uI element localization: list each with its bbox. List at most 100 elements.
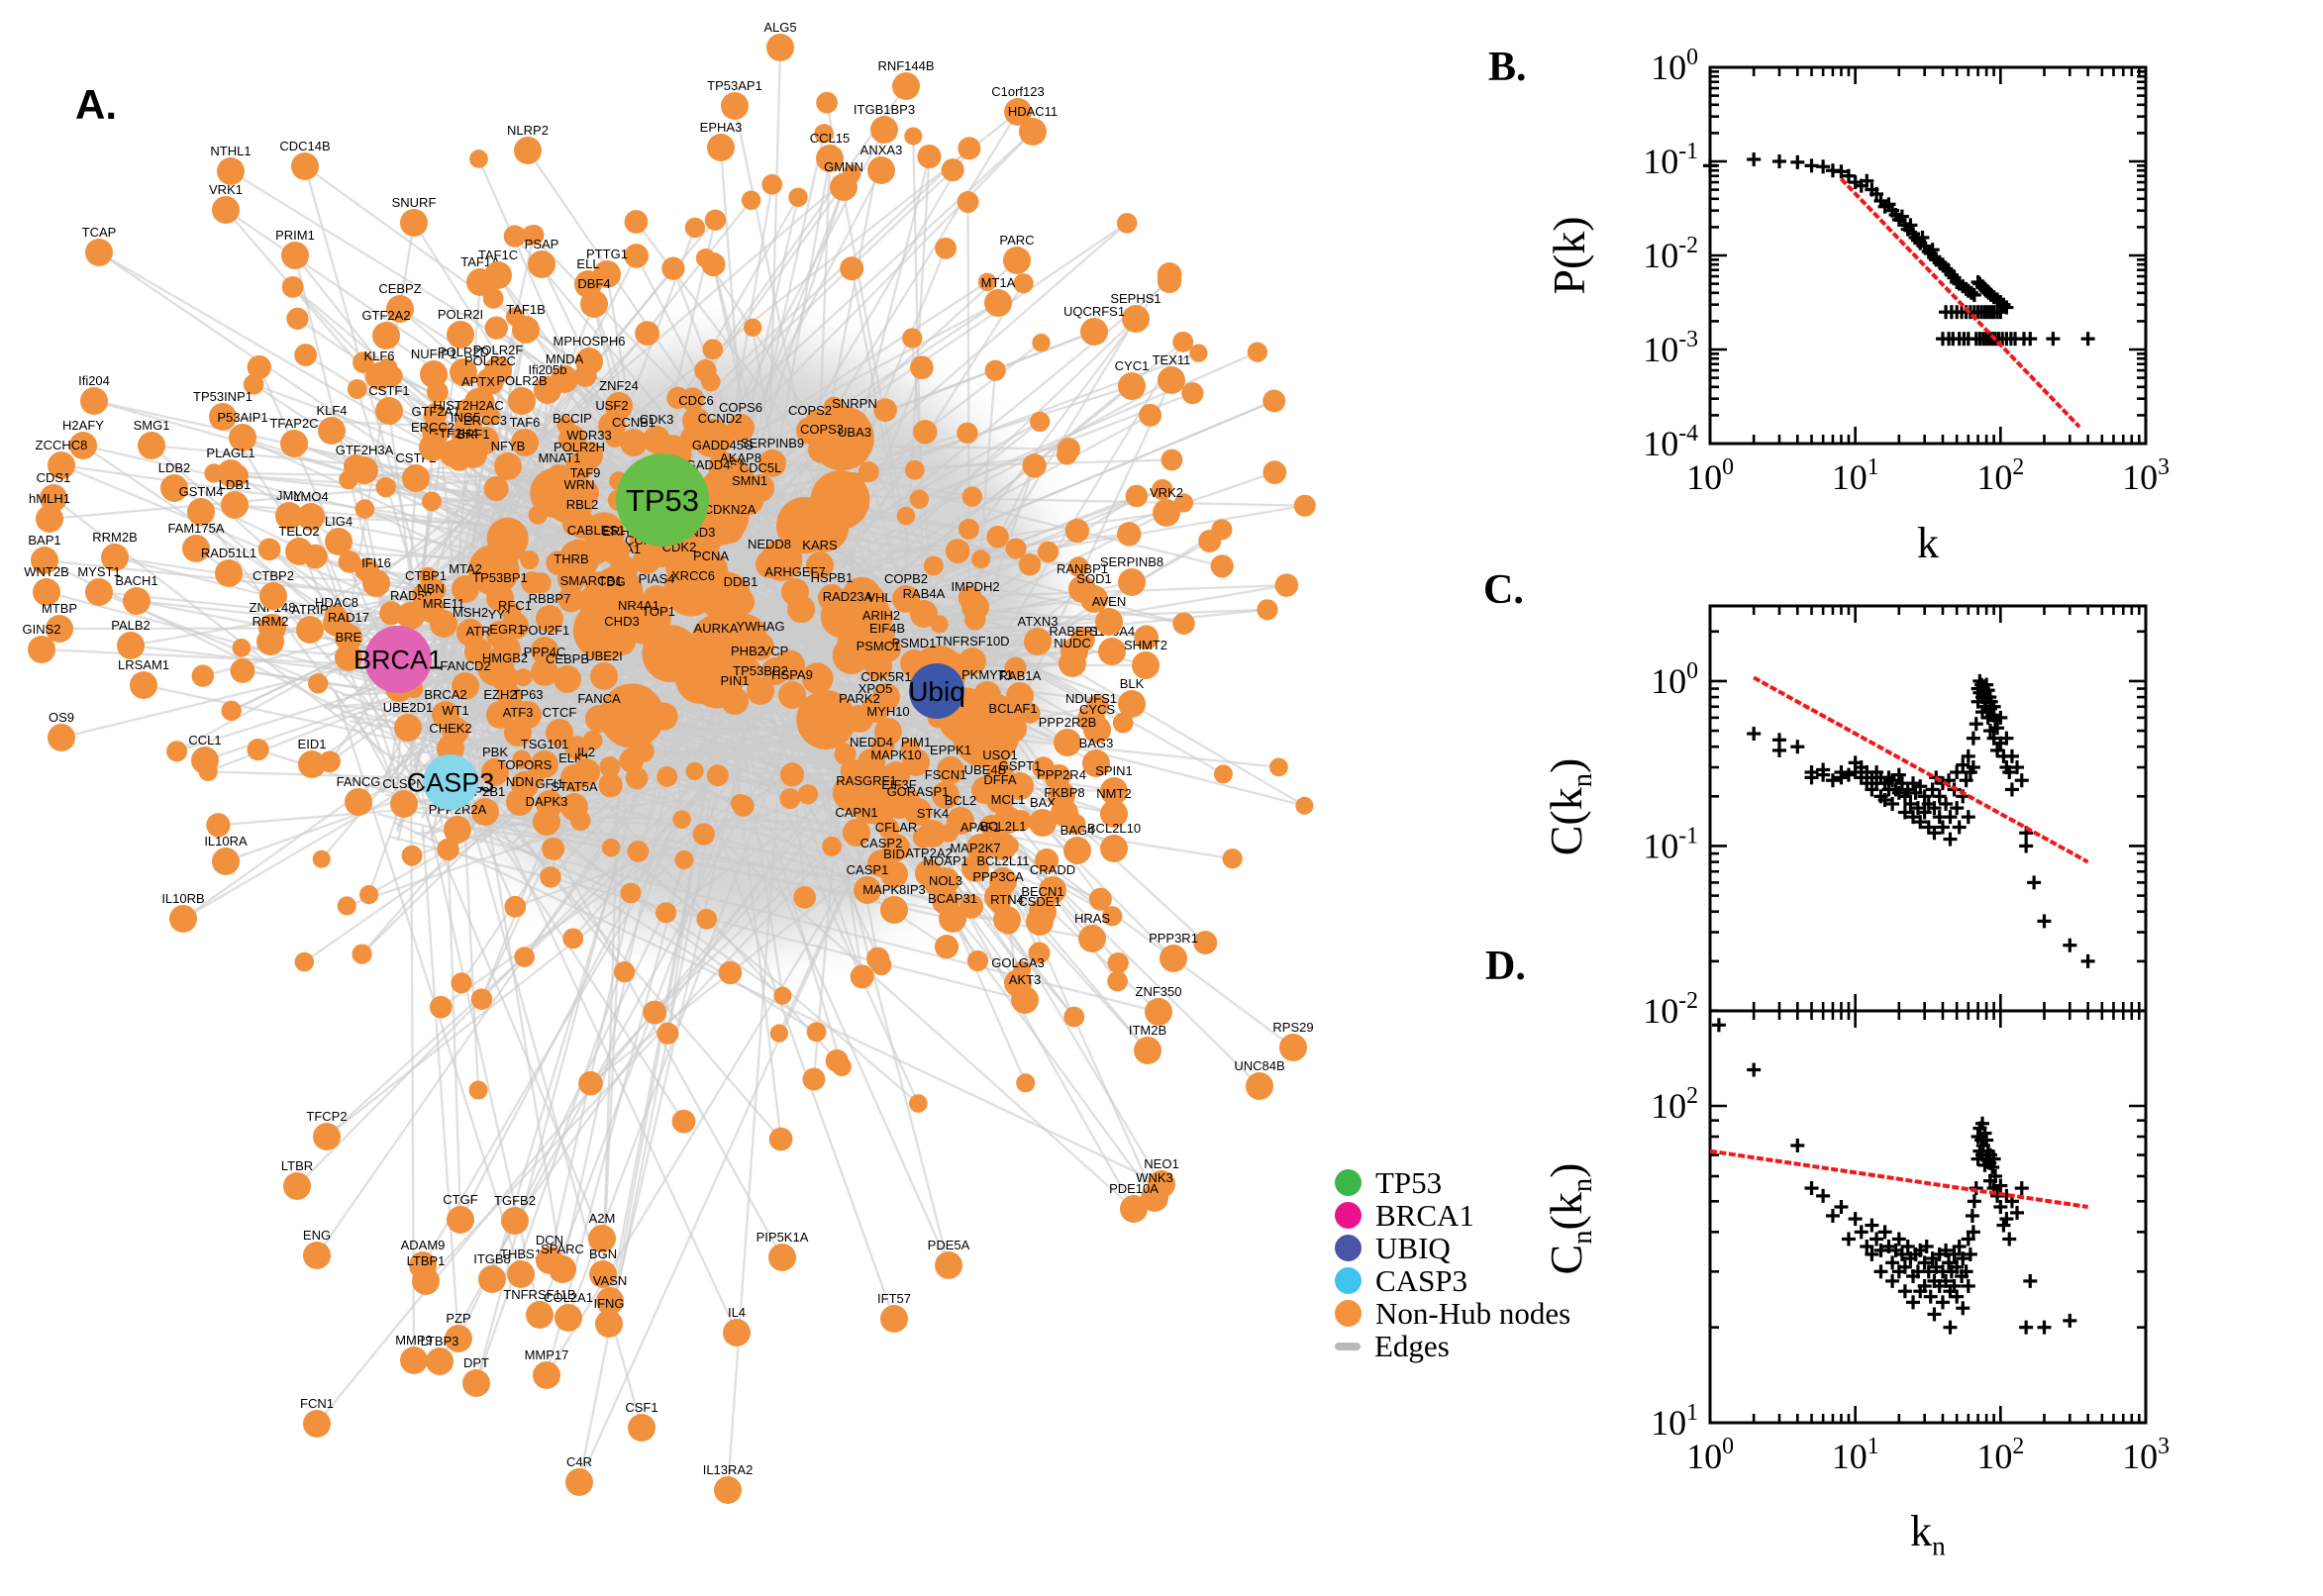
node-label: EIF4B — [869, 621, 905, 636]
node-circle — [841, 410, 868, 438]
node-circle — [507, 1260, 535, 1288]
network-node — [768, 1127, 793, 1151]
node-circle — [867, 156, 895, 184]
network-node — [613, 961, 636, 983]
network-node — [674, 850, 694, 870]
network-node — [814, 124, 834, 144]
network-node: HSPB1 — [811, 570, 854, 612]
network-node: CEBPZ — [378, 281, 422, 323]
network-node — [858, 461, 879, 483]
network-node — [512, 749, 532, 769]
node-label: CSF1 — [625, 1400, 657, 1415]
node-circle — [101, 544, 129, 571]
network-node — [877, 818, 900, 840]
node-circle — [69, 432, 97, 459]
network-node — [971, 549, 991, 569]
node-circle — [1100, 835, 1128, 862]
node-label: PBK — [482, 745, 508, 759]
node-label: IFI16 — [361, 555, 391, 570]
node-label: XPO5 — [858, 681, 893, 696]
network-node: C4R — [565, 1454, 593, 1496]
node-circle — [40, 484, 67, 512]
network-node — [1152, 478, 1173, 501]
node-circle — [961, 593, 989, 621]
node-label: XRCC6 — [671, 568, 715, 583]
node-circle — [939, 905, 966, 933]
node-circle — [560, 793, 588, 821]
node-label: RNF144B — [877, 58, 934, 73]
network-node: MCL1 — [991, 792, 1025, 834]
legend-item-edges: Edges — [1335, 1329, 1570, 1363]
node-label: ATRIP — [291, 602, 328, 617]
network-node — [1035, 848, 1060, 873]
network-node — [578, 1070, 603, 1096]
node-circle — [1039, 876, 1066, 904]
node-circle — [217, 157, 245, 185]
node-circle — [512, 316, 540, 344]
node-label: AKT3 — [1009, 972, 1042, 987]
node-circle — [400, 1347, 428, 1374]
network-legend: TP53 BRCA1 UBIQ CASP3 Non-Hub nodes Edges — [1335, 1165, 1570, 1364]
plot-frame — [1708, 1009, 2148, 1425]
node-circle — [843, 819, 870, 847]
network-node — [1274, 573, 1299, 597]
node-label: DDB1 — [724, 574, 758, 589]
node-label: CDS1 — [37, 470, 71, 485]
fit-line — [1709, 1148, 2088, 1209]
network-node: UBE2I — [585, 648, 623, 690]
node-label: FCN1 — [300, 1396, 334, 1411]
node-label: HSPA9 — [771, 667, 813, 682]
node-circle — [575, 348, 603, 375]
node-label: POLR2I — [438, 307, 483, 322]
node-label: UBE2D1 — [383, 700, 434, 715]
node-circle — [85, 239, 113, 266]
network-node — [1222, 848, 1243, 869]
node-circle — [1003, 247, 1031, 274]
node-circle — [707, 134, 735, 161]
network-node — [1295, 796, 1314, 815]
node-label: HSPB1 — [811, 570, 854, 585]
node-circle — [645, 618, 672, 646]
node-circle — [464, 388, 492, 416]
network-node: USF2 — [595, 398, 629, 440]
network-edge — [410, 809, 1093, 941]
node-circle — [959, 648, 986, 675]
network-node — [761, 173, 783, 195]
node-circle — [1134, 1037, 1162, 1064]
network-node: BCL2 — [945, 793, 977, 835]
network-node: MTA2 — [449, 561, 482, 603]
node-circle — [620, 429, 648, 456]
network-node — [793, 886, 816, 909]
node-circle — [932, 867, 960, 895]
x-tick-label: 101 — [1832, 454, 1879, 497]
node-label: GOLGA3 — [991, 955, 1044, 970]
network-edge — [421, 826, 460, 1340]
node-label: ITGB8 — [473, 1251, 511, 1266]
network-edge — [458, 669, 750, 1221]
network-node — [601, 838, 621, 857]
node-circle — [1019, 118, 1047, 146]
network-node — [281, 275, 304, 298]
network-edge — [715, 565, 1078, 851]
network-node: CLSPN — [382, 776, 426, 818]
node-circle — [806, 551, 834, 579]
network-edge — [326, 740, 762, 1138]
node-label: BAP1 — [28, 533, 60, 548]
network-node — [1102, 906, 1123, 927]
hub-label: BRCA1 — [354, 645, 443, 674]
network-node — [1057, 438, 1080, 461]
network-node: FCN1 — [300, 1396, 334, 1438]
node-label: IL10RA — [204, 834, 248, 848]
node-circle — [117, 632, 145, 659]
node-label: AKAP8 — [720, 450, 761, 465]
node-label: BCL2 — [945, 793, 977, 808]
node-label: BCCIP — [553, 411, 592, 426]
node-label: NMT2 — [1096, 786, 1131, 801]
network-node: CAPN1 — [835, 805, 878, 847]
node-circle — [937, 756, 964, 784]
network-node: CDS1 — [37, 470, 71, 512]
node-circle — [910, 600, 938, 628]
network-node: PDE5A — [928, 1238, 970, 1279]
node-circle — [85, 578, 113, 606]
network-node — [1013, 273, 1034, 294]
